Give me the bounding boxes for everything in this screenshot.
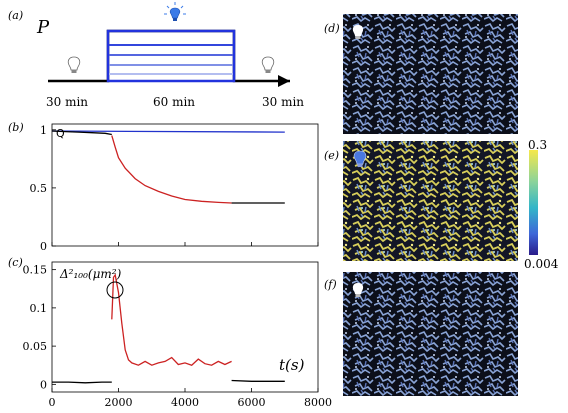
segment-label-first: 30 min [46,95,88,109]
lightbulb-on-icon [353,150,367,167]
y-tick-label: 0.5 [30,182,48,195]
lightbulb-off-icon [352,25,364,39]
x-tick-label: 8000 [304,396,332,409]
micrograph-dark-after [343,272,518,396]
series-line-2 [231,379,285,382]
series-line-1 [51,130,112,136]
micrograph-dark-before [343,14,518,134]
series-line-0 [52,381,112,384]
segment-label-second: 60 min [153,95,195,109]
lightbulb-on-icon [164,2,186,21]
y-tick-label: 1 [40,124,47,137]
lightbulb-off-icon [261,56,275,73]
series-line-0 [51,130,285,133]
series-line-1 [111,273,232,366]
panel-c-label: (c) [8,256,23,269]
lightbulb-off-icon [67,56,81,73]
plot-frame [51,123,319,247]
y-tick-label: 0.05 [23,340,48,353]
x-tick-label: 4000 [171,396,199,409]
series-label-q: Q [56,127,65,140]
y-tick-label: 0.15 [23,264,48,277]
x-axis-label: t(s) [279,356,305,374]
y-tick-label: 0.1 [30,302,48,315]
chart-b: 00.51 [30,123,319,253]
colorbar-max-label: 0.3 [528,138,547,152]
illumination-pulse [48,29,290,87]
segment-label-third: 30 min [262,95,304,109]
series-line-2 [111,135,232,204]
x-tick-label: 2000 [105,396,133,409]
x-tick-label: 0 [49,396,56,409]
y-tick-label: 0 [40,378,47,391]
lightbulb-off-icon [352,283,364,297]
panel-f-label: (f) [324,278,337,291]
micrograph-illuminated [343,141,518,261]
colorbar [529,150,538,255]
y-tick-label: 0 [40,240,47,253]
peak-highlight-circle [106,281,124,299]
panel-b-label: (b) [8,121,24,134]
series-label-delta: Δ²₁₀₀(μm²) [59,267,122,281]
chart-c: 0 0.05 0.1 0.15 0 2000 4000 6000 8000 [23,261,332,409]
panel-d-label: (d) [324,22,340,35]
panel-a-label: (a) [8,9,23,22]
panel-e-label: (e) [324,149,339,162]
protocol-symbol: P [36,17,50,38]
colorbar-min-label: 0.004 [524,257,559,271]
x-tick-label: 6000 [238,396,266,409]
